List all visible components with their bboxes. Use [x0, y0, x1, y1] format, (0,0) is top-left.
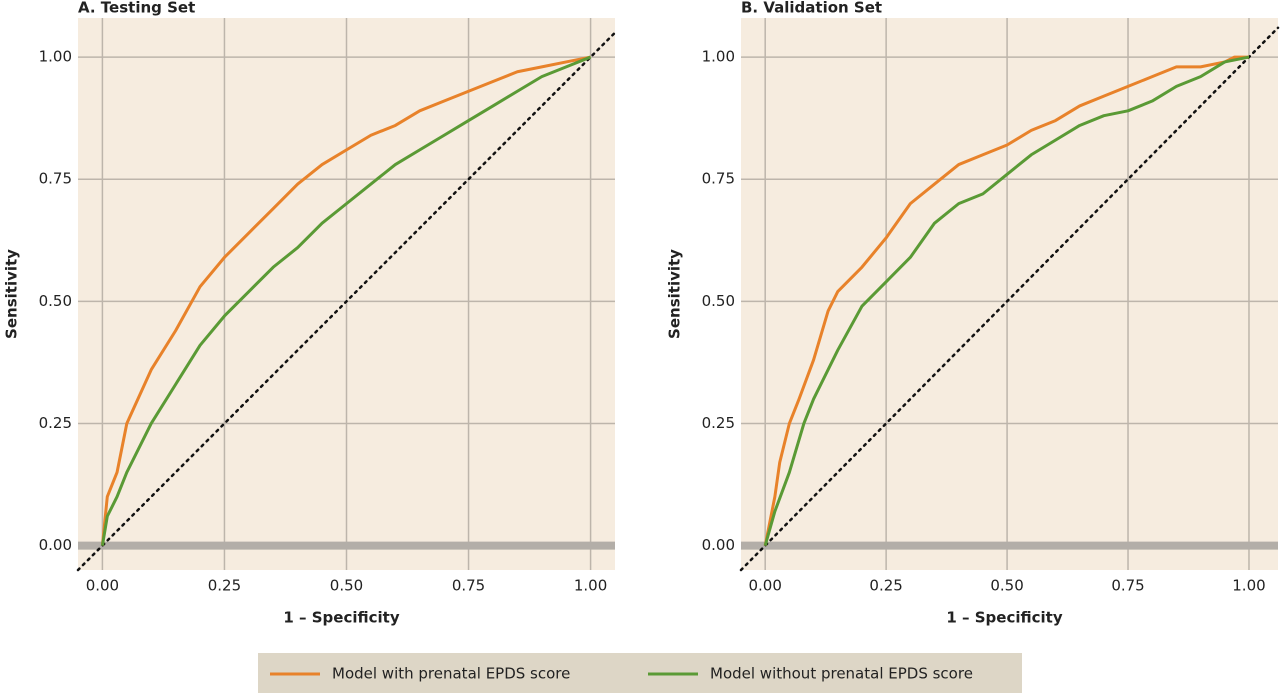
legend-label: Model without prenatal EPDS score — [710, 665, 973, 683]
y-tick-label: 0.25 — [39, 414, 72, 432]
y-axis-label: Sensitivity — [666, 249, 684, 339]
plot-background — [741, 18, 1278, 570]
x-tick-label: 1.00 — [1232, 577, 1265, 595]
roc-curve — [100, 55, 591, 546]
x-axis-label: 1 – Specificity — [946, 609, 1062, 627]
y-tick-label: 0.50 — [702, 292, 735, 310]
roc-curve — [100, 55, 592, 546]
y-tick-label: 0.00 — [39, 536, 72, 554]
legend-box — [258, 653, 1022, 693]
y-tick-label: 0.75 — [702, 170, 735, 188]
chance-diagonal — [739, 26, 1280, 572]
y-tick-label: 0.50 — [39, 292, 72, 310]
y-tick-label: 0.25 — [702, 414, 735, 432]
y-tick-label: 1.00 — [702, 48, 735, 66]
y-axis-label: Sensitivity — [3, 249, 21, 339]
x-tick-label: 0.25 — [208, 577, 241, 595]
y-tick-label: 1.00 — [39, 48, 72, 66]
x-tick-label: 0.50 — [990, 577, 1023, 595]
x-tick-label: 0.00 — [748, 577, 781, 595]
y-tick-label: 0.00 — [702, 536, 735, 554]
x-tick-label: 0.25 — [869, 577, 902, 595]
legend-label: Model with prenatal EPDS score — [332, 665, 570, 683]
x-tick-label: 0.75 — [452, 577, 485, 595]
chart-title: B. Validation Set — [741, 0, 882, 17]
x-tick-label: 1.00 — [574, 577, 607, 595]
y-tick-label: 0.75 — [39, 170, 72, 188]
x-tick-label: 0.00 — [86, 577, 119, 595]
x-tick-label: 0.75 — [1111, 577, 1144, 595]
roc-curve — [763, 55, 1249, 546]
roc-curve — [763, 55, 1250, 546]
x-axis-label: 1 – Specificity — [283, 609, 399, 627]
chance-diagonal — [76, 31, 617, 572]
chart-title: A. Testing Set — [78, 0, 195, 17]
x-tick-label: 0.50 — [330, 577, 363, 595]
